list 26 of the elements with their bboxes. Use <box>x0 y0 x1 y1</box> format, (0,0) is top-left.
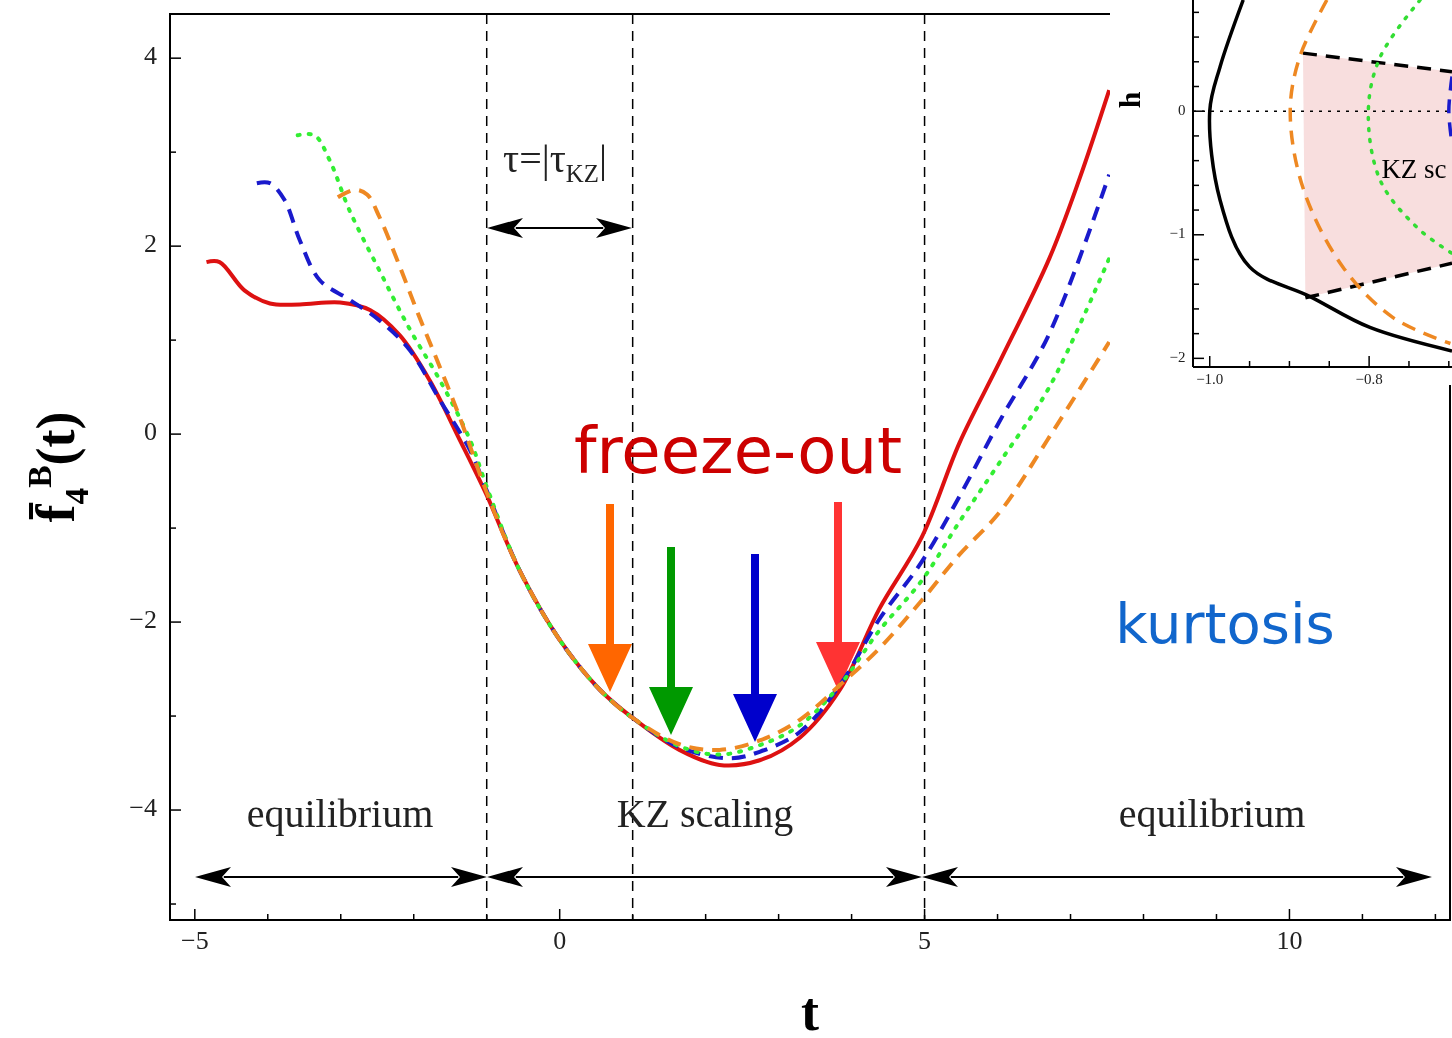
line-series <box>1288 0 1452 346</box>
x-tick-label: 0 <box>553 925 567 955</box>
y-tick-label: 4 <box>144 41 157 71</box>
x-tick-label: −1.0 <box>1196 370 1224 387</box>
x-axis-title: t <box>801 982 820 1038</box>
annotation: freeze-out <box>573 413 903 488</box>
x-tick-label: −0.8 <box>1355 370 1383 387</box>
line-series <box>1207 0 1452 353</box>
annotation: KZ sc <box>1381 154 1447 185</box>
x-tick-label: 5 <box>918 925 932 955</box>
x-tick-label: −5 <box>180 925 209 955</box>
y-axis-title: h <box>1112 91 1146 109</box>
annotation: τ=|τ$_{KZ}$| <box>503 136 607 188</box>
annotation: KZ scaling <box>616 791 794 837</box>
annotation: kurtosis <box>1115 591 1335 657</box>
y-tick-label: 0 <box>144 417 157 447</box>
y-tick-label: 2 <box>144 229 157 259</box>
annotation: equilibrium <box>1118 791 1306 837</box>
line-series <box>1366 0 1452 256</box>
y-tick-label: −2 <box>129 605 157 635</box>
y-tick-label: −2 <box>1169 348 1186 365</box>
x-tick-label: 10 <box>1276 925 1303 955</box>
y-tick-label: −1 <box>1169 225 1186 242</box>
y-tick-label: 0 <box>1178 101 1186 118</box>
y-tick-label: −4 <box>129 793 157 823</box>
annotation: equilibrium <box>246 791 434 837</box>
